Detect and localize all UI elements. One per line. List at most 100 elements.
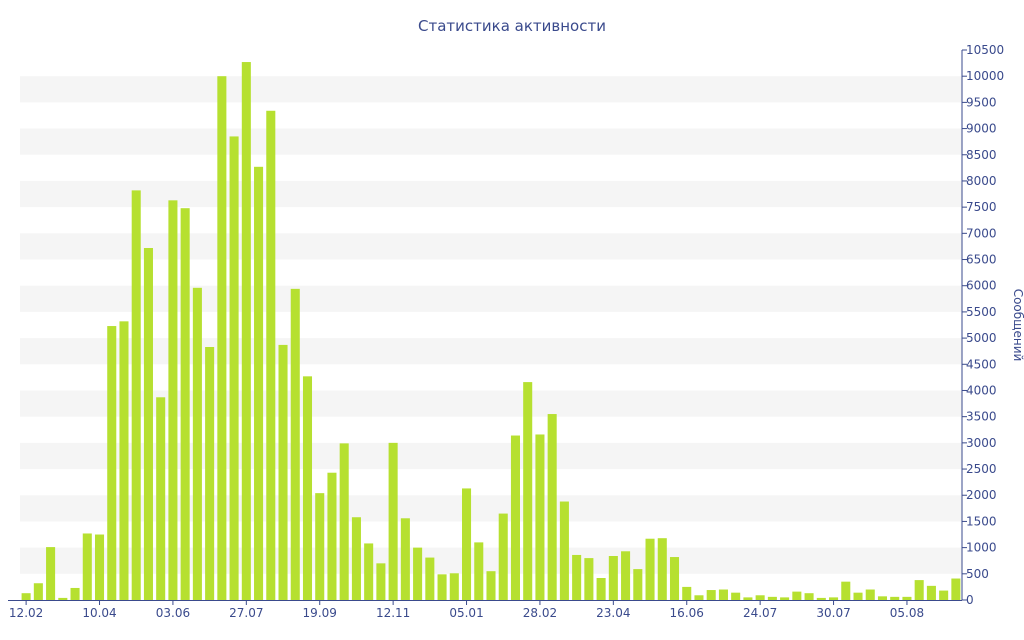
bar [694,595,704,600]
bar [853,592,863,600]
grid-band [20,76,962,103]
bar [767,596,777,600]
x-tick-label: 27.07 [229,606,263,620]
bar [107,326,117,600]
bar [437,574,447,600]
bar [302,376,313,600]
y-tick-label: 9000 [966,122,997,136]
bar [755,595,765,600]
x-tick-label: 19.09 [303,606,337,620]
bar [718,589,728,600]
bar [315,493,325,600]
bar [584,558,594,600]
x-tick-label: 28.02 [523,606,557,620]
bar [21,593,31,600]
bar [192,287,202,600]
y-tick-label: 10500 [966,43,1004,57]
y-tick-label: 4000 [966,383,997,397]
bar [706,590,716,600]
x-tick-label: 12.11 [376,606,410,620]
bar [376,563,386,600]
bar [926,585,936,600]
y-tick-label: 9500 [966,95,997,109]
bar [608,556,618,600]
y-tick-label: 4500 [966,357,997,371]
y-axis-ticks: 0 500 1000 1500 2000 2500 3000 3500 4000 4500 5000… [962,43,1004,607]
y-tick-label: 5000 [966,331,997,345]
bar [682,586,692,600]
chart-title: Статистика активности [418,17,606,35]
bar [547,414,557,600]
bar [156,397,166,600]
bar [621,551,631,600]
bar [939,590,949,600]
y-tick-label: 1000 [966,541,997,555]
bar [449,573,459,600]
bar [535,434,545,600]
bar [229,136,239,600]
bar [119,321,129,600]
bar [180,208,190,600]
y-tick-label: 1500 [966,514,997,528]
bar [94,534,105,600]
y-axis-label: Сообщений [1011,289,1024,362]
bar [131,190,141,600]
y-tick-label: 0 [966,593,974,607]
y-tick-label: 8000 [966,174,997,188]
bar [841,581,851,600]
bar [780,597,790,600]
y-tick-label: 2000 [966,488,997,502]
y-tick-label: 7500 [966,200,997,214]
x-tick-label: 10.04 [82,606,116,620]
bar [657,538,667,600]
x-tick-label: 12.02 [9,606,43,620]
bar [327,472,337,600]
bar [82,533,92,600]
bar [572,554,582,600]
bar [474,542,484,600]
y-tick-label: 2500 [966,462,997,476]
bar [58,597,68,600]
bar [400,518,410,600]
bar [890,596,900,600]
y-tick-label: 10000 [966,69,1004,83]
bar [498,513,508,600]
bar [413,547,423,600]
bar [217,76,227,600]
bar [816,597,826,600]
bar [731,592,741,600]
y-tick-label: 8500 [966,148,997,162]
bar [804,593,814,600]
bar [669,557,680,600]
bar [645,538,655,600]
y-tick-label: 500 [966,567,989,581]
bar [290,288,300,600]
bar [70,587,80,600]
bar [865,589,875,600]
grid-band [20,180,962,208]
bar [278,344,288,600]
x-tick-label: 16.06 [670,606,704,620]
bar [351,517,361,600]
y-tick-label: 3500 [966,410,997,424]
bar [792,591,802,600]
bar [951,578,961,600]
bar [425,557,435,600]
y-tick-label: 5500 [966,305,997,319]
bar [266,110,276,600]
bar [877,596,888,600]
bar [743,597,753,600]
bar [143,248,153,600]
bar [486,571,496,600]
bar [241,62,251,601]
bar [254,166,264,601]
grid-band [20,285,962,312]
bar [33,583,43,600]
bar [633,569,643,600]
bar [462,488,472,600]
x-tick-label: 05.01 [449,606,483,620]
bar [510,435,520,600]
grid-band [20,128,962,155]
bar [46,547,56,600]
